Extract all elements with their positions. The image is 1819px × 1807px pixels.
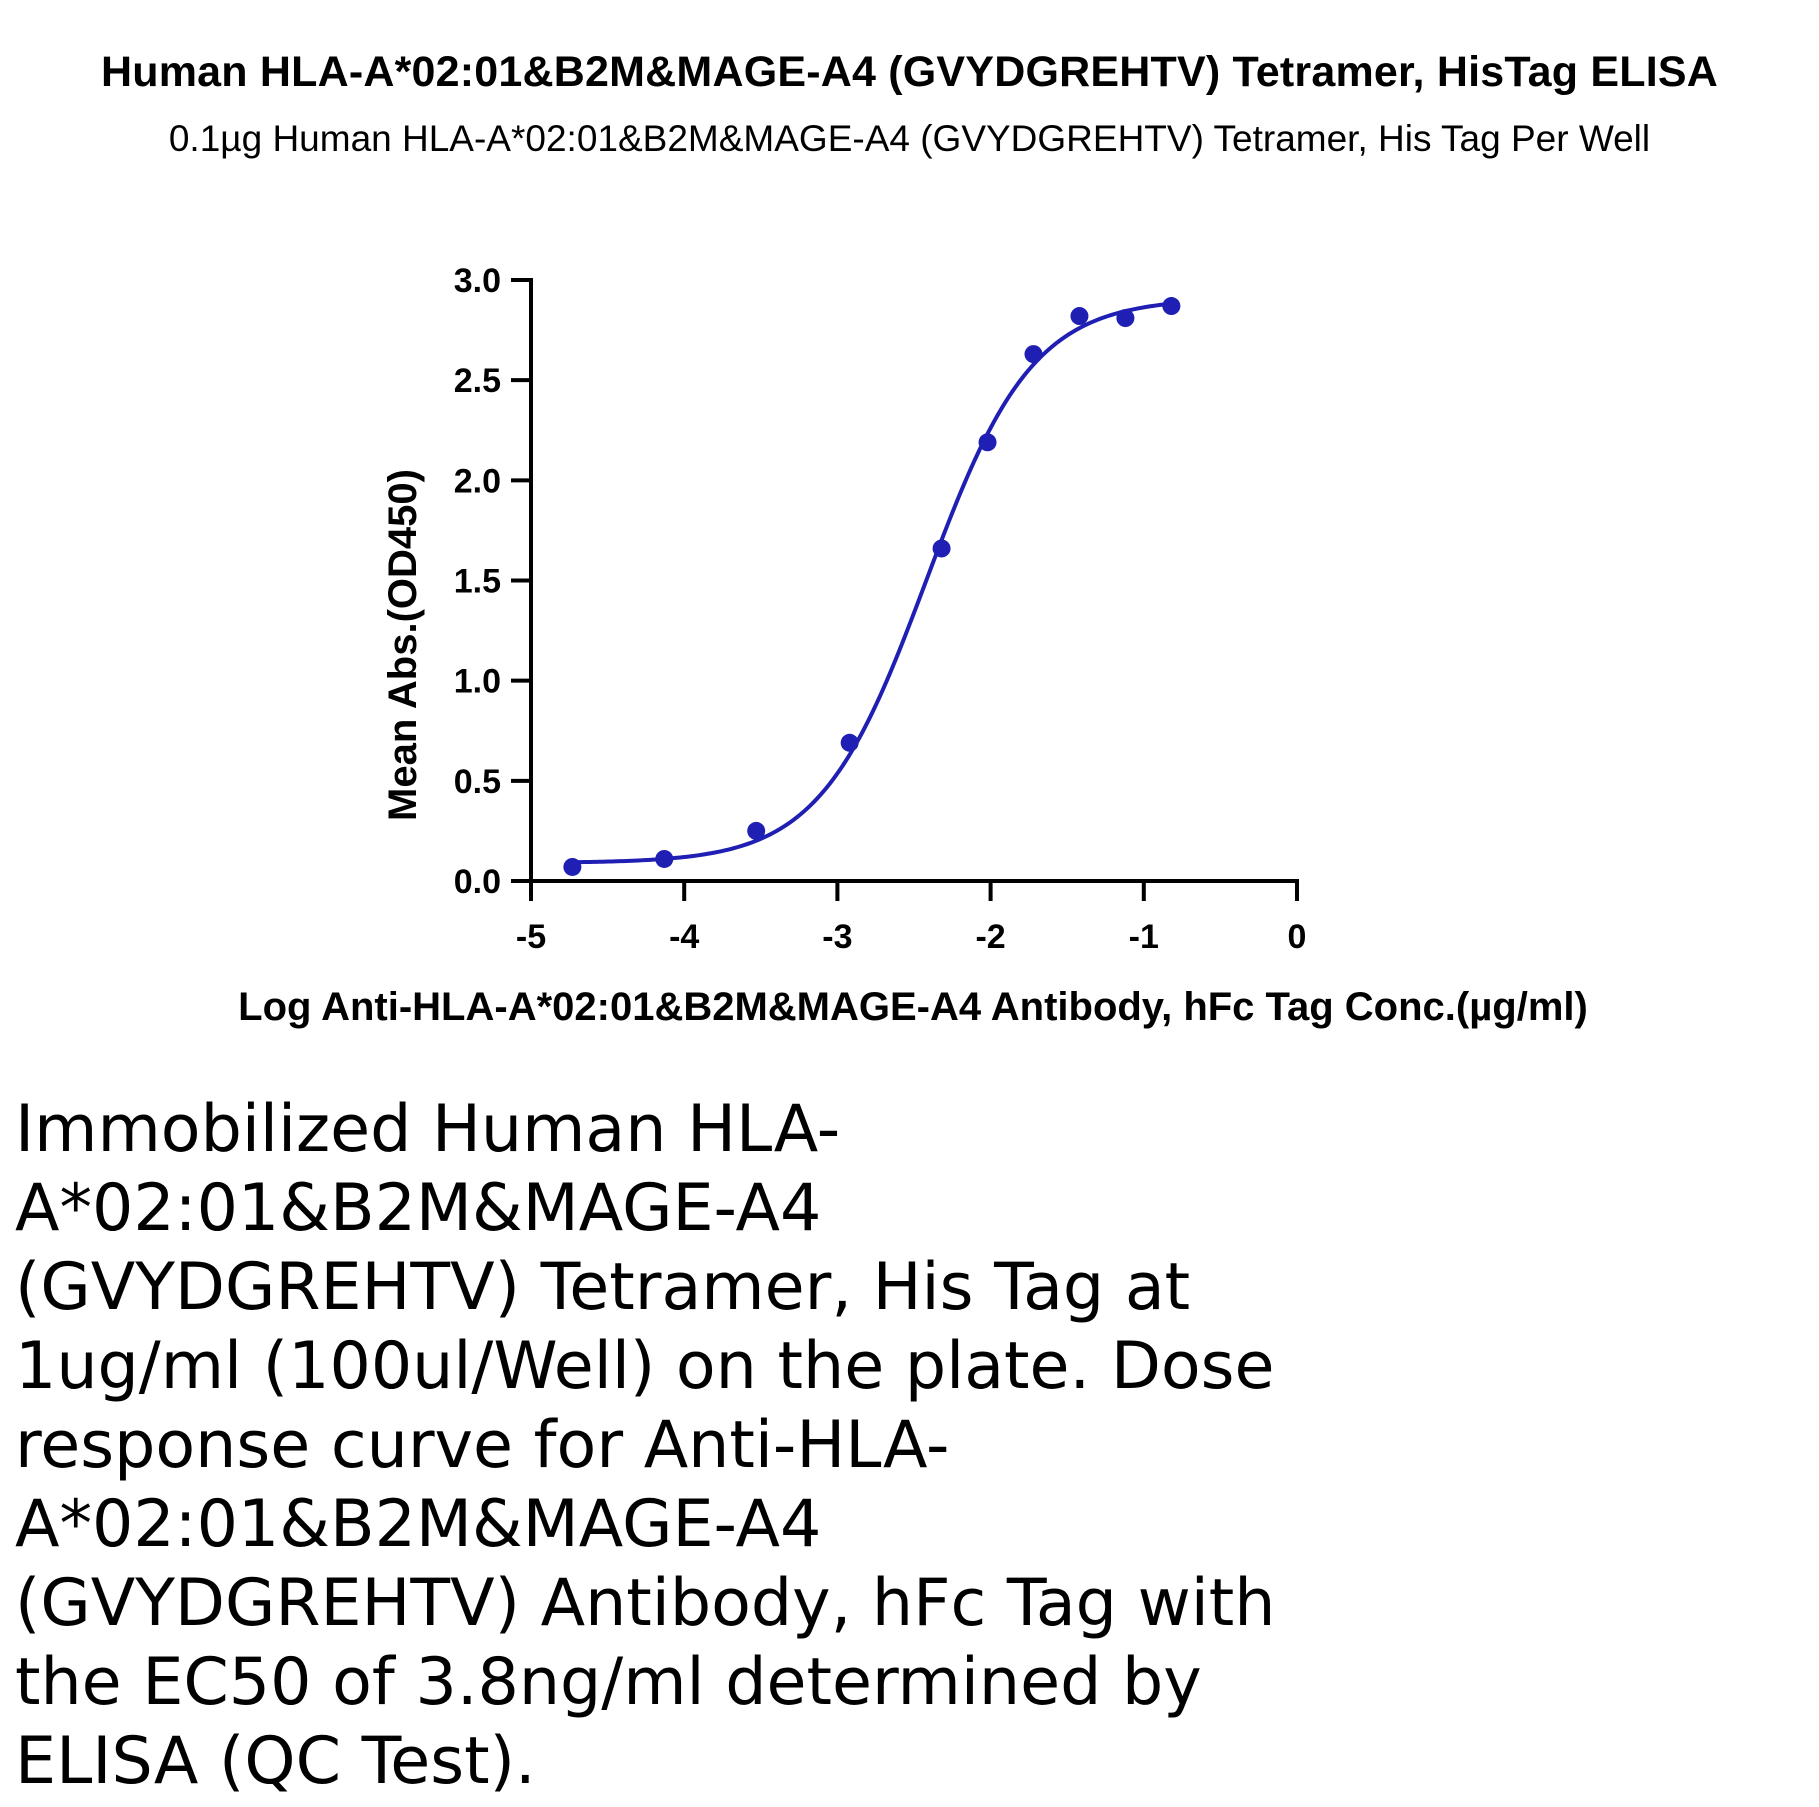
data-point — [1070, 307, 1089, 326]
y-axis-title: Mean Abs.(OD450) — [381, 469, 425, 821]
y-tick-label: 1.0 — [454, 663, 501, 701]
data-point — [747, 821, 766, 840]
x-tick-label: -4 — [669, 918, 699, 956]
data-point — [563, 857, 582, 876]
chart-subtitle: 0.1µg Human HLA-A*02:01&B2M&MAGE-A4 (GVY… — [168, 118, 1651, 159]
data-point — [1024, 345, 1043, 364]
x-tick-label: -5 — [516, 918, 546, 956]
data-point — [978, 433, 997, 452]
data-point — [655, 849, 674, 868]
data-point — [932, 539, 951, 558]
axes: 0.0 0.5 1.0 1.5 2.0 2.5 3.0 -5 -4 -3 -2 -1 0 — [454, 262, 1307, 956]
caption-text: Immobilized Human HLA-A*02:01&B2M&MAGE-A… — [15, 1092, 1276, 1799]
x-tick-label: 0 — [1288, 918, 1307, 956]
y-tick-label: 0.5 — [454, 763, 501, 801]
y-tick-label: 1.5 — [454, 563, 501, 601]
fit-curve — [572, 301, 1172, 865]
chart-title: Human HLA-A*02:01&B2M&MAGE-A4 (GVYDGREHT… — [101, 48, 1718, 96]
y-tick-label: 2.0 — [454, 462, 501, 500]
x-tick-label: -2 — [975, 918, 1005, 956]
elisa-chart: 0.0 0.5 1.0 1.5 2.0 2.5 3.0 -5 -4 -3 -2 -1 0 Log Ant… — [238, 262, 1588, 1029]
y-tick-label: 3.0 — [454, 262, 501, 300]
data-point — [1116, 309, 1135, 328]
data-point — [840, 733, 859, 752]
data-points — [563, 297, 1181, 876]
fit-curve-group — [572, 301, 1172, 865]
y-tick-label: 2.5 — [454, 362, 501, 400]
x-axis-title: Log Anti-HLA-A*02:01&B2M&MAGE-A4 Antibod… — [238, 985, 1588, 1029]
y-tick-label: 0.0 — [454, 863, 501, 901]
x-tick-label: -1 — [1129, 918, 1159, 956]
data-point — [1162, 297, 1181, 316]
x-tick-label: -3 — [822, 918, 852, 956]
